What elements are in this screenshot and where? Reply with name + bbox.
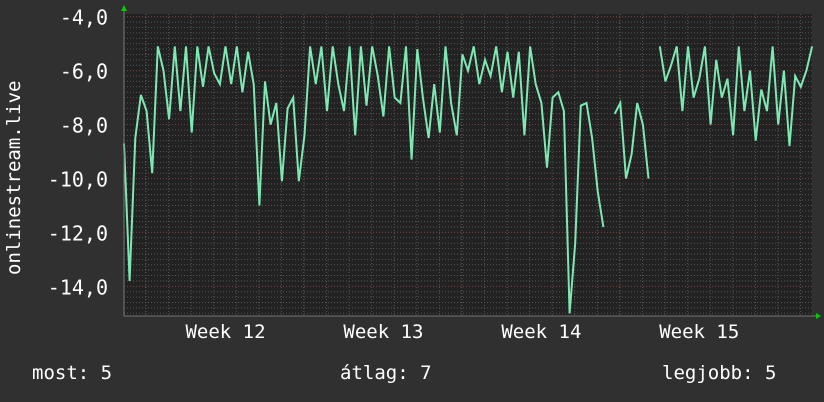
- average-value: átlag: 7: [340, 362, 432, 384]
- current-value: most: 5: [32, 362, 113, 384]
- x-tick-label: Week 12: [185, 321, 265, 343]
- y-tick-label: -10,0: [48, 167, 108, 191]
- y-tick-label: -14,0: [48, 275, 108, 299]
- y-tick-label: -8,0: [60, 114, 108, 138]
- x-tick-label: Week 15: [659, 321, 739, 343]
- x-axis-arrow-icon: [816, 313, 821, 319]
- y-tick-label: -4,0: [60, 6, 108, 30]
- y-tick-label: -6,0: [60, 60, 108, 84]
- best-value: legjobb: 5: [662, 362, 777, 384]
- y-axis-arrow-icon: [121, 5, 127, 11]
- y-tick-label: -12,0: [48, 221, 108, 245]
- y-axis-label: onlinestream.live: [3, 80, 25, 275]
- x-tick-label: Week 14: [501, 321, 581, 343]
- x-tick-label: Week 13: [343, 321, 423, 343]
